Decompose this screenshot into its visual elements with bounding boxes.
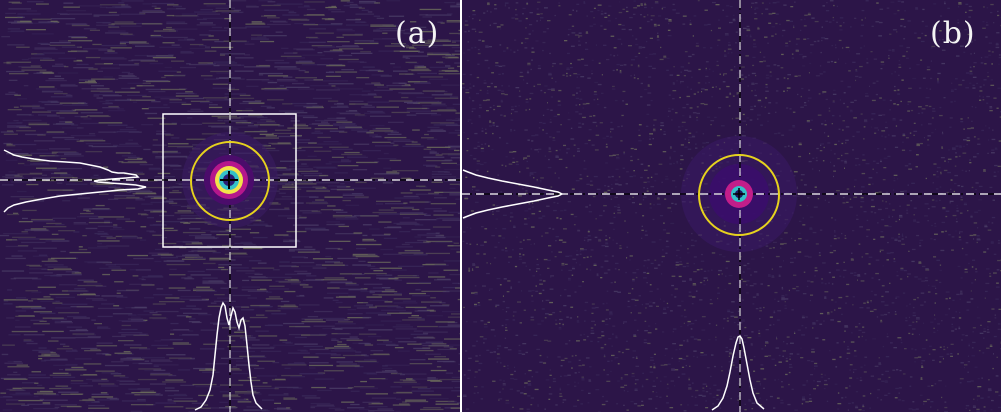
noise-texture-b bbox=[462, 0, 1001, 412]
yellow-aperture-circle-a bbox=[190, 141, 270, 221]
beam-image-b bbox=[462, 0, 1001, 412]
beam-profile-panel-a: (a) bbox=[0, 0, 460, 412]
panel-label-a: (a) bbox=[395, 16, 440, 51]
panel-label-b: (b) bbox=[930, 16, 976, 51]
beam-profile-panel-b: (b) bbox=[462, 0, 1001, 412]
vertical-profile-curve-a bbox=[194, 301, 263, 411]
horizontal-profile-curve-a bbox=[3, 149, 147, 213]
bottom-border bbox=[0, 412, 1001, 414]
vertical-profile-curve-b bbox=[711, 335, 765, 411]
noise-texture-a bbox=[0, 0, 460, 412]
horizontal-profile-curve-b bbox=[462, 169, 564, 219]
beam-image-a bbox=[0, 0, 460, 412]
yellow-aperture-circle-b bbox=[698, 154, 780, 236]
panel-divider bbox=[460, 0, 462, 414]
